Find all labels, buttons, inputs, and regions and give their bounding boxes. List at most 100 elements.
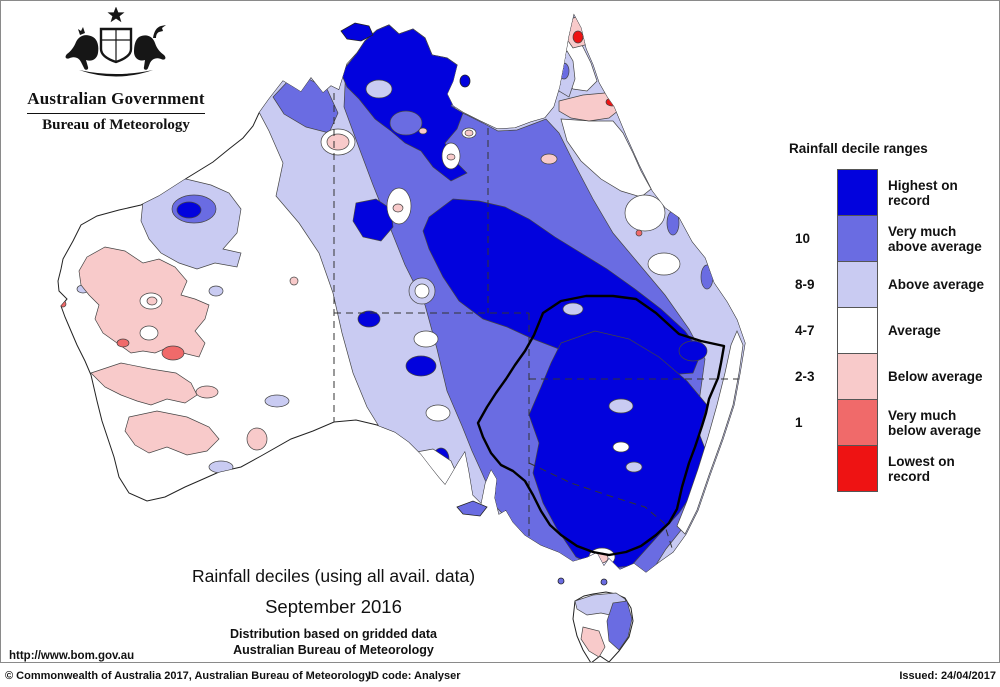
region-qld-average-patch	[647, 252, 681, 276]
commonwealth-star-icon	[107, 7, 125, 23]
legend-swatch-above	[837, 261, 878, 308]
islands	[340, 22, 608, 586]
kangaroo-icon	[65, 27, 99, 70]
region-nt-pink-dot	[446, 153, 456, 161]
groote-eylandt	[459, 74, 471, 88]
coat-of-arms	[65, 7, 166, 77]
region-sa-average-hole	[425, 404, 451, 422]
region-nt-highest-spot	[352, 198, 394, 242]
legend-range: 4-7	[795, 323, 815, 338]
region-pink-dot	[289, 276, 299, 286]
region-border-highest-dot	[357, 310, 381, 328]
copyright-text: © Commonwealth of Australia 2017, Austra…	[5, 670, 372, 682]
region-nt-pink-dot	[418, 127, 428, 135]
bom-logo-block: Australian Government Bureau of Meteorol…	[21, 7, 211, 134]
wreath-icon	[79, 70, 153, 77]
region-wa-blue-dot	[208, 460, 234, 474]
legend-range	[789, 170, 837, 215]
tasmania	[572, 591, 634, 662]
region-wa-blue-dot	[208, 285, 224, 297]
map-note-gridded: Distribution based on gridded data	[230, 627, 437, 641]
region-cairns-south-average	[560, 118, 652, 198]
region-wa-blue-dot	[264, 394, 290, 408]
region-pilbara-above	[140, 178, 242, 270]
decile-regions	[59, 15, 745, 572]
region-pink-blob	[246, 427, 268, 451]
legend-label: Very much below average	[888, 407, 982, 438]
flinders-island	[600, 578, 608, 586]
legend-swatch-vma	[837, 215, 878, 262]
legend-swatch-below	[837, 353, 878, 400]
kangaroo-island	[456, 500, 488, 517]
legend-range: 1	[795, 415, 803, 430]
legend-swatch-vmb	[837, 399, 878, 446]
map-captions: Rainfall deciles (using all avail. data)…	[161, 566, 506, 657]
map-note-bureau: Australian Bureau of Meteorology	[233, 643, 434, 657]
legend-title: Rainfall decile ranges	[789, 141, 928, 156]
id-code-text: ID code: Analyser	[368, 670, 461, 682]
legend-grid: Highest on record 10 Very much above ave…	[789, 169, 997, 492]
region-capeyork-red	[572, 30, 584, 44]
region-central-highest	[422, 198, 702, 376]
australia-map	[57, 13, 746, 662]
legend-range: 10	[795, 231, 811, 246]
legend-label: Above average	[888, 277, 985, 292]
region-wa-below-south2	[124, 410, 220, 456]
legend-label: Below average	[888, 369, 983, 384]
map-frame: Australian Government Bureau of Meteorol…	[0, 0, 1000, 663]
region-qld-pink-dot	[540, 153, 558, 165]
legend-label: Very much above average	[888, 223, 982, 254]
shield-icon	[99, 27, 133, 64]
legend-swatch-average	[837, 307, 878, 354]
emu-icon	[134, 25, 166, 70]
region-topend-pocket2	[389, 110, 423, 136]
legend-range: 8-9	[795, 277, 815, 292]
region-qld-coast-blue-dot	[666, 210, 680, 236]
region-cairns-red	[605, 97, 619, 107]
region-qld-coast-blue-dot	[700, 264, 714, 290]
region-wa-vmb-blob	[161, 345, 185, 361]
region-ring-inner	[414, 283, 430, 299]
tasmania-vma	[606, 600, 633, 651]
region-cairns-pink-band	[558, 92, 620, 122]
region-nt-pink-dot	[392, 203, 404, 213]
logo-divider	[27, 113, 205, 114]
region-nsw-highest-dot	[678, 340, 708, 362]
bom-url: http://www.bom.gov.au	[9, 650, 135, 662]
region-qld-average-patch	[624, 194, 666, 232]
legend-label: Lowest on record	[888, 453, 955, 484]
region-nsw-coastal-average	[676, 330, 744, 535]
state-borders	[333, 93, 739, 552]
region-nsw-average-hole	[612, 441, 630, 453]
region-pink-dot	[146, 296, 158, 306]
melville-island	[340, 22, 374, 42]
issued-date-text: Issued: 24/04/2017	[899, 670, 996, 682]
region-topend-pocket	[365, 79, 393, 99]
region-wa-vmb-blob	[116, 338, 130, 348]
region-qld-red-dot	[635, 229, 643, 237]
region-wa-below-south1	[90, 362, 198, 406]
tasmania-below-average	[580, 626, 606, 658]
region-nsw-blue-hole	[608, 398, 634, 414]
legend-range	[789, 446, 837, 491]
region-nsw-blue-hole	[562, 302, 584, 316]
region-pilbara-highest	[176, 201, 202, 219]
legend-swatch-lowest	[837, 445, 878, 492]
footer-bar: © Commonwealth of Australia 2017, Austra…	[0, 663, 1000, 687]
legend-label: Average	[888, 323, 941, 338]
region-kimberley-pink	[326, 133, 350, 151]
legend-label: Highest on record	[888, 177, 958, 208]
bureau-title: Bureau of Meteorology	[42, 117, 190, 133]
map-period: September 2016	[265, 596, 402, 617]
government-title: Australian Government	[27, 89, 205, 108]
map-title: Rainfall deciles (using all avail. data)	[191, 566, 476, 586]
region-pink-white-hole	[139, 325, 159, 341]
region-pink-blob	[195, 385, 219, 399]
region-sa-average-hole	[413, 330, 439, 348]
king-island	[557, 577, 565, 585]
legend-swatch-highest	[837, 169, 878, 216]
region-nsw-blue-hole	[625, 461, 643, 473]
murray-darling-basin-outline	[476, 294, 726, 557]
legend-range: 2-3	[795, 369, 815, 384]
